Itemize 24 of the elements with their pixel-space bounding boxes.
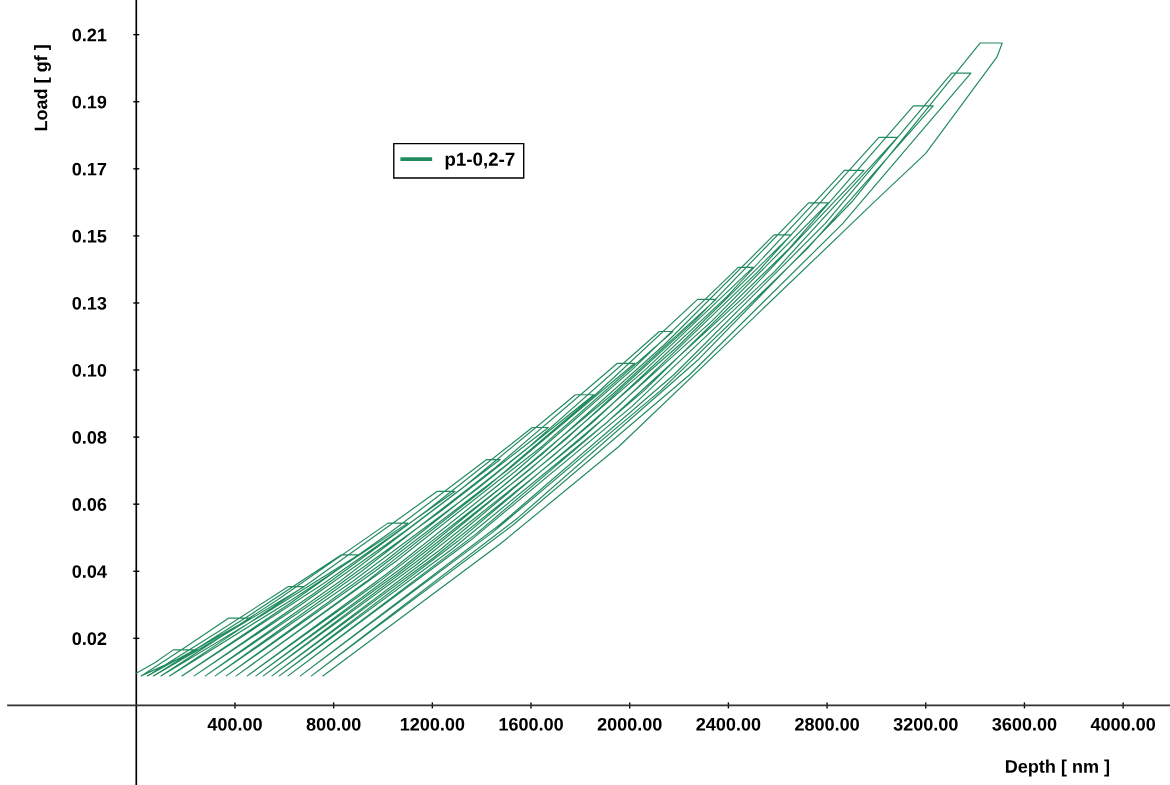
x-tick-label: 400.00 [207, 717, 262, 731]
legend-label: p1-0,2-7 [445, 152, 515, 170]
y-tick-label: 0.15 [72, 229, 107, 243]
y-tick-label: 0.17 [72, 162, 107, 176]
y-axis-title: Load [ gf ] [34, 45, 51, 131]
y-tick-label: 0.21 [72, 28, 107, 42]
x-tick-label: 2000.00 [597, 717, 662, 731]
x-tick-label: 2400.00 [696, 717, 761, 731]
y-tick-label: 0.04 [72, 565, 107, 578]
y-tick-label: 0.06 [72, 498, 107, 511]
x-axis-title: Depth [ nm ] [1005, 759, 1110, 777]
x-tick-label: 1200.00 [400, 717, 465, 731]
y-tick-label: 0.08 [72, 431, 107, 444]
x-tick-label: 800.00 [306, 717, 361, 731]
x-tick-label: 4000.00 [1090, 717, 1156, 731]
y-tick-label: 0.13 [72, 296, 107, 310]
x-tick-label: 3200.00 [893, 717, 958, 731]
y-tick-label: 0.02 [72, 632, 107, 646]
line-series [135, 42, 1003, 677]
x-tick-label: 2800.00 [795, 717, 859, 731]
x-tick-label: 3600.00 [992, 717, 1057, 731]
y-tick-label: 0.10 [72, 363, 107, 377]
y-tick-label: 0.19 [72, 95, 107, 109]
x-tick-label: 1600.00 [499, 717, 563, 731]
